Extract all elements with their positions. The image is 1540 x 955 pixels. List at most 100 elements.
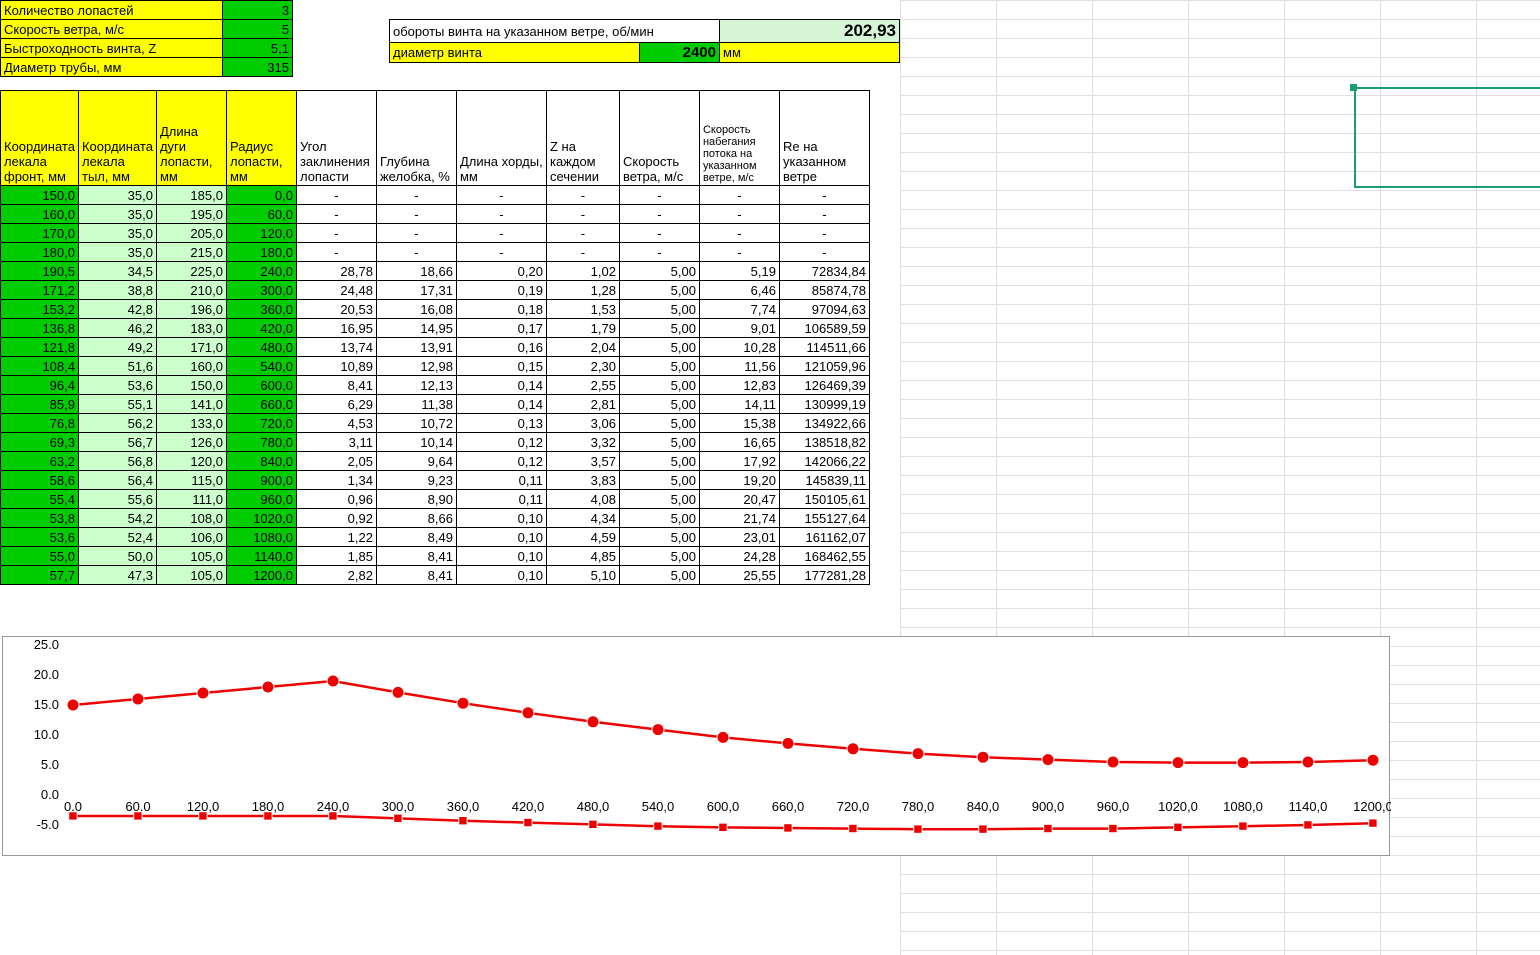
data-row[interactable]: 136,846,2183,0420,016,9514,950,171,795,0… xyxy=(1,319,870,338)
cell[interactable]: - xyxy=(456,186,546,205)
cell[interactable]: 50,0 xyxy=(78,547,156,566)
cell[interactable]: 108,4 xyxy=(1,357,79,376)
cell[interactable]: - xyxy=(699,224,779,243)
cell[interactable]: 130999,19 xyxy=(779,395,869,414)
cell[interactable]: 24,48 xyxy=(296,281,376,300)
cell[interactable]: 76,8 xyxy=(1,414,79,433)
cell[interactable]: 0,92 xyxy=(296,509,376,528)
cell[interactable]: - xyxy=(619,243,699,262)
cell[interactable]: 171,2 xyxy=(1,281,79,300)
cell[interactable]: 160,0 xyxy=(156,357,226,376)
cell[interactable]: 360,0 xyxy=(226,300,296,319)
cell[interactable]: 19,20 xyxy=(699,471,779,490)
cell[interactable]: 5,00 xyxy=(619,414,699,433)
cell[interactable]: 5,00 xyxy=(619,490,699,509)
cell[interactable]: 600,0 xyxy=(226,376,296,395)
cell[interactable]: 5,00 xyxy=(619,471,699,490)
cell[interactable]: - xyxy=(779,205,869,224)
cell[interactable]: - xyxy=(699,186,779,205)
cell[interactable]: 0,10 xyxy=(456,566,546,585)
cell[interactable]: 3,11 xyxy=(296,433,376,452)
cell[interactable]: 1,79 xyxy=(546,319,619,338)
cell[interactable]: 5,00 xyxy=(619,452,699,471)
cell[interactable]: 153,2 xyxy=(1,300,79,319)
info-row[interactable]: обороты винта на указанном ветре, об/мин… xyxy=(390,20,900,43)
param-value[interactable]: 5 xyxy=(223,20,293,39)
cell[interactable]: 11,56 xyxy=(699,357,779,376)
cell[interactable]: 56,8 xyxy=(78,452,156,471)
cell[interactable]: 0,18 xyxy=(456,300,546,319)
cell[interactable]: - xyxy=(296,224,376,243)
cell[interactable]: 1,53 xyxy=(546,300,619,319)
cell[interactable]: 14,95 xyxy=(376,319,456,338)
diameter-value[interactable]: 2400 xyxy=(640,43,720,63)
cell[interactable]: 0,96 xyxy=(296,490,376,509)
cell[interactable]: 97094,63 xyxy=(779,300,869,319)
cell[interactable]: 38,8 xyxy=(78,281,156,300)
cell[interactable]: 55,1 xyxy=(78,395,156,414)
cell[interactable]: 6,29 xyxy=(296,395,376,414)
cell[interactable]: 28,78 xyxy=(296,262,376,281)
cell[interactable]: - xyxy=(376,186,456,205)
cell[interactable]: 5,00 xyxy=(619,357,699,376)
cell[interactable]: 136,8 xyxy=(1,319,79,338)
cell[interactable]: 17,92 xyxy=(699,452,779,471)
cell[interactable]: - xyxy=(699,205,779,224)
cell[interactable]: - xyxy=(456,205,546,224)
data-row[interactable]: 69,356,7126,0780,03,1110,140,123,325,001… xyxy=(1,433,870,452)
cell[interactable]: - xyxy=(296,243,376,262)
cell[interactable]: 0,14 xyxy=(456,376,546,395)
cell[interactable]: 20,47 xyxy=(699,490,779,509)
cell[interactable]: - xyxy=(376,205,456,224)
cell[interactable]: 1200,0 xyxy=(226,566,296,585)
param-value[interactable]: 3 xyxy=(223,1,293,20)
cell[interactable]: 150105,61 xyxy=(779,490,869,509)
cell[interactable]: - xyxy=(376,224,456,243)
param-row[interactable]: Скорость ветра, м/с 5 xyxy=(1,20,293,39)
cell[interactable]: 9,01 xyxy=(699,319,779,338)
cell[interactable]: 10,89 xyxy=(296,357,376,376)
data-row[interactable]: 53,854,2108,01020,00,928,660,104,345,002… xyxy=(1,509,870,528)
cell[interactable]: 8,41 xyxy=(376,566,456,585)
cell[interactable]: 0,13 xyxy=(456,414,546,433)
cell[interactable]: 106,0 xyxy=(156,528,226,547)
cell[interactable]: 133,0 xyxy=(156,414,226,433)
cell[interactable]: - xyxy=(546,243,619,262)
cell[interactable]: 10,14 xyxy=(376,433,456,452)
cell[interactable]: 105,0 xyxy=(156,566,226,585)
cell[interactable]: 900,0 xyxy=(226,471,296,490)
cell[interactable]: 0,11 xyxy=(456,490,546,509)
cell[interactable]: 225,0 xyxy=(156,262,226,281)
cell[interactable]: 960,0 xyxy=(226,490,296,509)
cell[interactable]: 120,0 xyxy=(226,224,296,243)
cell[interactable]: 56,7 xyxy=(78,433,156,452)
cell[interactable]: 0,12 xyxy=(456,452,546,471)
cell[interactable]: 5,00 xyxy=(619,566,699,585)
cell[interactable]: 0,20 xyxy=(456,262,546,281)
cell[interactable]: 14,11 xyxy=(699,395,779,414)
cell[interactable]: 177281,28 xyxy=(779,566,869,585)
cell[interactable]: 3,32 xyxy=(546,433,619,452)
cell[interactable]: 2,05 xyxy=(296,452,376,471)
cell[interactable]: 150,0 xyxy=(1,186,79,205)
param-row[interactable]: Быстроходность винта, Z 5,1 xyxy=(1,39,293,58)
data-row[interactable]: 58,656,4115,0900,01,349,230,113,835,0019… xyxy=(1,471,870,490)
cell[interactable]: 120,0 xyxy=(156,452,226,471)
cell[interactable]: 0,10 xyxy=(456,547,546,566)
cell[interactable]: 215,0 xyxy=(156,243,226,262)
cell[interactable]: 8,49 xyxy=(376,528,456,547)
cell[interactable]: 58,6 xyxy=(1,471,79,490)
cell[interactable]: 21,74 xyxy=(699,509,779,528)
cell[interactable]: 300,0 xyxy=(226,281,296,300)
cell[interactable]: - xyxy=(699,243,779,262)
cell[interactable]: 142066,22 xyxy=(779,452,869,471)
cell[interactable]: 5,00 xyxy=(619,376,699,395)
data-row[interactable]: 63,256,8120,0840,02,059,640,123,575,0017… xyxy=(1,452,870,471)
cell[interactable]: 16,08 xyxy=(376,300,456,319)
cell[interactable]: 106589,59 xyxy=(779,319,869,338)
cell[interactable]: 53,6 xyxy=(1,528,79,547)
cell[interactable]: 57,7 xyxy=(1,566,79,585)
data-row[interactable]: 153,242,8196,0360,020,5316,080,181,535,0… xyxy=(1,300,870,319)
cell[interactable]: 1,85 xyxy=(296,547,376,566)
cell[interactable]: 49,2 xyxy=(78,338,156,357)
